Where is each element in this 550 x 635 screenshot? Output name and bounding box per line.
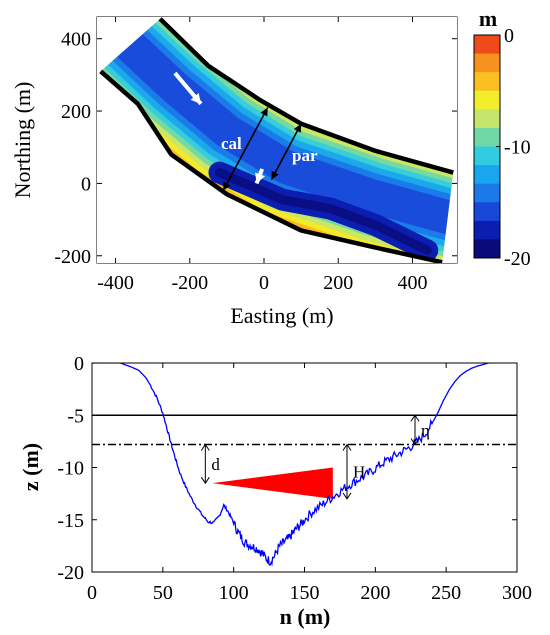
dimension-arrowhead: [200, 476, 210, 485]
red-wedge: [212, 467, 333, 499]
flow-arrow-head: [255, 172, 265, 184]
bottom-y-tick-label: -20: [57, 562, 84, 584]
bottom-x-tick-label: 200: [360, 582, 390, 604]
colorbar-swatch: [474, 35, 500, 55]
bottom-x-tick-label: 100: [219, 582, 249, 604]
colorbar-unit-label: m: [479, 6, 497, 31]
section-label-par: par: [292, 146, 318, 165]
bottom-y-tick-label: -15: [57, 510, 84, 532]
dimension-label-H: H: [353, 463, 365, 482]
top-x-tick-label: 400: [397, 272, 427, 294]
bottom-y-tick-label: -5: [67, 405, 84, 427]
top-x-tick-label: 0: [259, 272, 269, 294]
colorbar-swatch: [474, 127, 500, 147]
top-x-axis-label: Easting (m): [230, 303, 333, 328]
bottom-y-axis-label: z (m): [18, 443, 43, 491]
section-arrowhead: [293, 123, 302, 133]
bottom-y-tick-label: 0: [74, 353, 84, 375]
bed-profile-line: [92, 363, 493, 567]
colorbar-tick-label: -10: [504, 137, 531, 159]
depth-band: [113, 28, 457, 235]
top-y-tick-label: 0: [81, 173, 91, 195]
north-bank-line: [158, 17, 454, 175]
colorbar-swatch: [474, 165, 500, 185]
river-channel: cal par: [97, 17, 457, 263]
bottom-x-tick-label: 50: [153, 582, 173, 604]
cross-section-content: d Hη: [92, 363, 517, 567]
colorbar-swatch: [474, 53, 500, 73]
colorbar-tick-label: -20: [504, 248, 531, 270]
bottom-x-tick-label: 300: [502, 582, 532, 604]
colorbar-swatch: [474, 183, 500, 203]
colorbar-tick-label: 0: [504, 25, 514, 47]
top-x-tick-label: 200: [323, 272, 353, 294]
bottom-plot-frame: [91, 362, 518, 573]
colorbar: 0 -10 -20: [473, 25, 531, 270]
dimension-arrowhead: [410, 414, 420, 422]
top-y-tick-label: -200: [54, 246, 91, 268]
flow-arrow-head: [190, 93, 201, 104]
colorbar-swatch: [474, 72, 500, 92]
dimension-arrowhead: [342, 492, 352, 500]
colorbar-swatch: [474, 239, 500, 259]
colorbar-swatch: [474, 109, 500, 129]
bottom-x-tick-label: 250: [431, 582, 461, 604]
south-bank-line: [99, 69, 443, 263]
bottom-x-tick-label: 0: [87, 582, 97, 604]
colorbar-swatch: [474, 146, 500, 166]
outside-mask: [97, 17, 457, 263]
section-arrowhead: [271, 170, 279, 180]
deepest-channel-band: [214, 168, 432, 255]
colorbar-swatch: [474, 202, 500, 222]
section-label-cal: cal: [221, 134, 242, 153]
section-line-cal: [222, 107, 269, 192]
dimension-arrowhead: [200, 443, 210, 451]
top-axes: -400 -200 0 200 400 -200 0 200 400: [54, 17, 457, 294]
dimension-label-η: η: [421, 421, 430, 440]
top-y-tick-label: 200: [61, 101, 91, 123]
colorbar-swatch: [474, 90, 500, 110]
bottom-y-tick-label: -10: [57, 458, 84, 480]
bottom-x-axis-label: n (m): [280, 604, 331, 629]
top-x-tick-label: -400: [97, 272, 134, 294]
colorbar-swatch: [474, 220, 500, 240]
top-y-tick-label: 400: [61, 29, 91, 51]
section-arrowhead: [260, 107, 268, 117]
section-line-par: [270, 123, 302, 181]
dimension-arrowhead: [410, 438, 420, 446]
top-y-axis-label: Northing (m): [10, 82, 35, 199]
top-x-tick-label: -200: [171, 272, 208, 294]
bottom-axes: 0 50 100 150 200 250 300 0 -5 -10 -15 -20: [57, 353, 532, 604]
bottom-x-tick-label: 150: [290, 582, 320, 604]
cross-section-plot: d Hη 0 50 100 150 200 250 300 0 -5 -10 -15 -20 n (m)…: [18, 353, 532, 629]
dimension-label-d: d: [211, 455, 220, 474]
section-arrowhead: [223, 181, 231, 191]
dimension-arrowhead: [342, 443, 352, 451]
